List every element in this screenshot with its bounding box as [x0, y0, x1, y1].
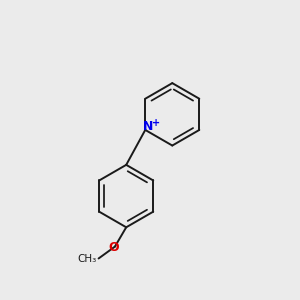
Text: +: + [152, 118, 160, 128]
Text: N: N [143, 120, 153, 133]
Text: O: O [108, 241, 119, 254]
Text: CH₃: CH₃ [78, 254, 97, 264]
